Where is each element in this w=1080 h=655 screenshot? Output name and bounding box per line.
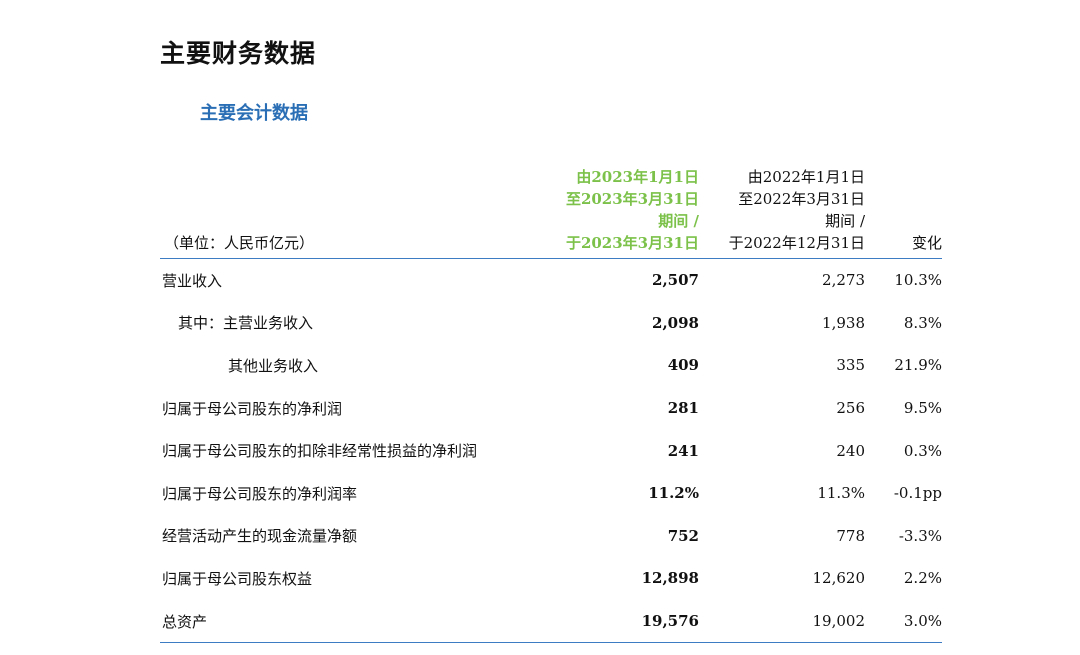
header-previous-line: 于2022年12月31日 [728, 234, 865, 252]
row-label: 其中：主营业务收入 [178, 314, 314, 333]
row-label: 经营活动产生的现金流量净额 [162, 527, 358, 546]
row-previous-value: 240 [836, 441, 865, 460]
financial-data-table: （单位：人民币亿元） 由2023年1月1日 至2023年3月31日 期间 / 于… [160, 166, 942, 644]
row-label: 归属于母公司股东权益 [162, 569, 313, 588]
table-row: 归属于母公司股东的净利润 281 256 9.5% [160, 387, 942, 430]
row-current-value: 2,098 [652, 313, 699, 332]
header-current-line: 期间 / [658, 212, 699, 230]
table-row: 经营活动产生的现金流量净额 752 778 -3.3% [160, 515, 942, 558]
header-current-line: 由2023年1月1日 [576, 168, 699, 186]
header-current-line: 至2023年3月31日 [565, 190, 699, 208]
row-change-value: -0.1pp [893, 484, 942, 503]
unit-label: （单位：人民币亿元） [160, 166, 560, 259]
row-label: 营业收入 [162, 271, 223, 290]
row-label: 归属于母公司股东的净利润 [162, 399, 343, 418]
row-previous-value: 2,273 [822, 271, 865, 290]
row-label: 归属于母公司股东的净利润率 [162, 484, 358, 503]
row-current-value: 281 [667, 399, 699, 418]
row-previous-value: 778 [836, 526, 865, 545]
row-previous-value: 1,938 [822, 313, 865, 332]
header-current-line: 于2023年3月31日 [565, 234, 699, 252]
row-change-value: -3.3% [898, 526, 942, 545]
page-title: 主要财务数据 [160, 39, 317, 68]
header-change: 变化 [865, 166, 942, 259]
header-previous-line: 期间 / [825, 212, 865, 230]
row-change-value: 2.2% [903, 569, 942, 588]
section-title: 主要会计数据 [200, 103, 308, 124]
table-row: 其他业务收入 409 335 21.9% [160, 344, 942, 387]
row-change-value: 3.0% [865, 599, 942, 644]
row-change-value: 0.3% [903, 441, 942, 460]
row-label: 归属于母公司股东的扣除非经常性损益的净利润 [162, 442, 478, 461]
table-row: 总资产 19,576 19,002 3.0% [160, 599, 942, 644]
row-current-value: 752 [667, 526, 699, 545]
table-row: 归属于母公司股东的净利润率 11.2% 11.3% -0.1pp [160, 472, 942, 515]
table-row: 其中：主营业务收入 2,098 1,938 8.3% [160, 302, 942, 345]
row-label: 总资产 [160, 599, 560, 644]
table-row: 归属于母公司股东的扣除非经常性损益的净利润 241 240 0.3% [160, 429, 942, 472]
header-previous-line: 至2022年3月31日 [738, 190, 865, 208]
table-row: 归属于母公司股东权益 12,898 12,620 2.2% [160, 557, 942, 600]
row-previous-value: 19,002 [699, 599, 865, 644]
row-current-value: 241 [667, 441, 699, 460]
row-previous-value: 11.3% [817, 484, 865, 503]
row-change-value: 8.3% [903, 313, 942, 332]
row-change-value: 21.9% [894, 356, 942, 375]
row-current-value: 409 [667, 356, 699, 375]
row-change-value: 10.3% [894, 271, 942, 290]
row-previous-value: 256 [836, 399, 865, 418]
row-current-value: 12,898 [641, 569, 699, 588]
row-previous-value: 12,620 [812, 569, 866, 588]
row-current-value: 19,576 [560, 599, 699, 644]
row-previous-value: 335 [836, 356, 865, 375]
table-row: 营业收入 2,507 2,273 10.3% [160, 259, 942, 302]
financial-data-table-container: （单位：人民币亿元） 由2023年1月1日 至2023年3月31日 期间 / 于… [160, 166, 942, 644]
header-previous-line: 由2022年1月1日 [747, 168, 865, 186]
row-change-value: 9.5% [903, 399, 942, 418]
table-header-row: （单位：人民币亿元） 由2023年1月1日 至2023年3月31日 期间 / 于… [160, 166, 942, 259]
row-label: 其他业务收入 [228, 356, 319, 375]
row-current-value: 2,507 [652, 271, 699, 290]
header-current-period: 由2023年1月1日 至2023年3月31日 期间 / 于2023年3月31日 [560, 166, 699, 259]
header-previous-period: 由2022年1月1日 至2022年3月31日 期间 / 于2022年12月31日 [699, 166, 865, 259]
row-current-value: 11.2% [648, 484, 699, 503]
